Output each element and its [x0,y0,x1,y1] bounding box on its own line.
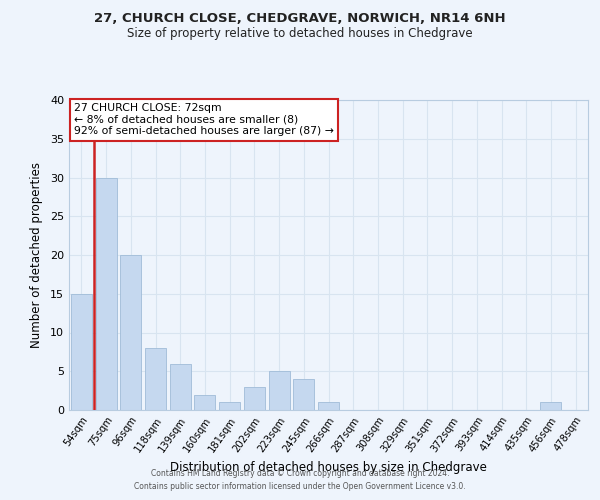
Y-axis label: Number of detached properties: Number of detached properties [30,162,43,348]
X-axis label: Distribution of detached houses by size in Chedgrave: Distribution of detached houses by size … [170,460,487,473]
Bar [170,364,191,410]
Bar [293,379,314,410]
Text: 27, CHURCH CLOSE, CHEDGRAVE, NORWICH, NR14 6NH: 27, CHURCH CLOSE, CHEDGRAVE, NORWICH, NR… [94,12,506,26]
Bar [194,394,215,410]
Text: 27 CHURCH CLOSE: 72sqm
← 8% of detached houses are smaller (8)
92% of semi-detac: 27 CHURCH CLOSE: 72sqm ← 8% of detached … [74,103,334,136]
Text: Contains HM Land Registry data © Crown copyright and database right 2024.: Contains HM Land Registry data © Crown c… [151,468,449,477]
Bar [71,294,92,410]
Bar [219,402,240,410]
Text: Contains public sector information licensed under the Open Government Licence v3: Contains public sector information licen… [134,482,466,491]
Text: Size of property relative to detached houses in Chedgrave: Size of property relative to detached ho… [127,28,473,40]
Bar [120,255,141,410]
Bar [269,371,290,410]
Bar [95,178,116,410]
Bar [318,402,339,410]
Bar [541,402,562,410]
Bar [244,387,265,410]
Bar [145,348,166,410]
